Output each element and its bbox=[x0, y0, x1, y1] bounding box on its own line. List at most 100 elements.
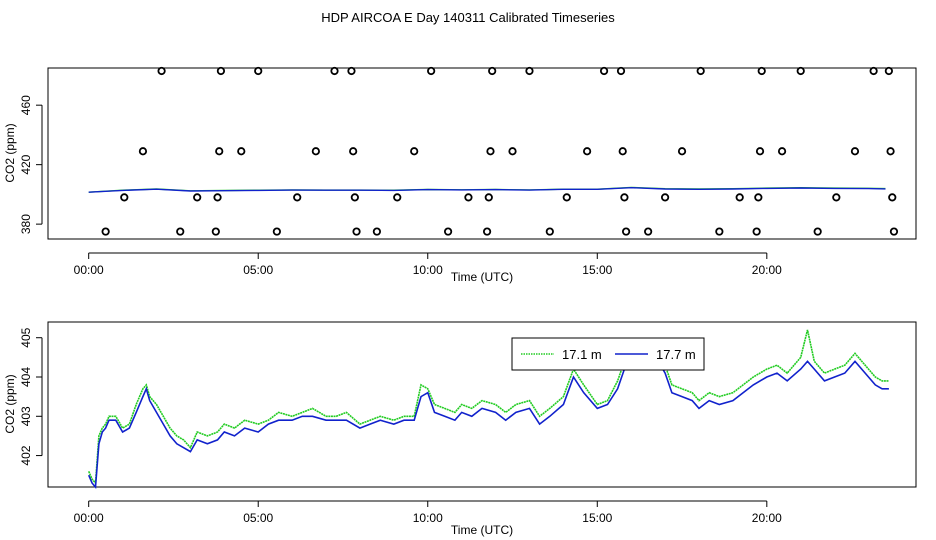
top-marker bbox=[618, 147, 627, 156]
top-y-tick-label: 460 bbox=[19, 95, 33, 115]
top-marker bbox=[484, 193, 493, 202]
top-marker bbox=[757, 66, 766, 76]
bottom-y-tick-label: 404 bbox=[19, 367, 33, 387]
top-marker bbox=[832, 193, 841, 202]
top-marker bbox=[347, 66, 356, 76]
top-panel: 00:00 05:00 10:00 15:00 20:00 380 420 460 Time… bbox=[3, 66, 917, 284]
top-marker bbox=[755, 147, 765, 156]
figure-title: HDP AIRCOA E Day 140311 Calibrated Times… bbox=[321, 10, 615, 25]
top-marker bbox=[677, 147, 687, 156]
legend-label-17-1: 17.1 m bbox=[562, 347, 602, 362]
top-marker bbox=[796, 66, 805, 76]
top-marker bbox=[211, 227, 220, 236]
top-series-1-line bbox=[88, 186, 886, 193]
top-marker bbox=[488, 66, 497, 76]
top-marker bbox=[482, 227, 492, 236]
top-marker bbox=[101, 227, 110, 236]
top-marker bbox=[735, 193, 744, 202]
bottom-y-axis: 402 403 404 405 bbox=[19, 327, 43, 466]
top-marker bbox=[777, 147, 787, 156]
bottom-y-tick-label: 405 bbox=[19, 327, 33, 347]
top-marker bbox=[237, 147, 246, 156]
bottom-series-0-line bbox=[87, 329, 889, 486]
bottom-x-tick-label: 20:00 bbox=[752, 511, 782, 525]
top-marker bbox=[120, 193, 129, 202]
top-y-tick-label: 420 bbox=[19, 154, 33, 174]
top-marker bbox=[622, 227, 631, 236]
top-markers-group bbox=[101, 66, 899, 236]
top-marker bbox=[886, 147, 895, 156]
top-y-tick-label: 380 bbox=[19, 214, 33, 234]
bottom-panel: 00:00 05:00 10:00 15:00 20:00 402 403 404 405 1… bbox=[3, 321, 917, 537]
top-x-tick-label: 00:00 bbox=[74, 263, 104, 277]
top-marker bbox=[213, 193, 222, 202]
top-marker bbox=[272, 227, 281, 236]
bottom-plot-frame bbox=[47, 321, 917, 488]
bottom-x-tick-label: 05:00 bbox=[243, 511, 273, 525]
top-marker bbox=[696, 66, 705, 76]
bottom-series-group bbox=[87, 329, 889, 489]
top-marker bbox=[869, 66, 878, 76]
top-marker bbox=[888, 193, 897, 202]
top-marker bbox=[752, 227, 761, 236]
legend: 17.1 m 17.7 m bbox=[511, 337, 705, 371]
top-marker bbox=[644, 227, 653, 236]
top-marker bbox=[464, 193, 473, 202]
bottom-x-axis: 00:00 05:00 10:00 15:00 20:00 bbox=[74, 500, 782, 525]
top-marker bbox=[616, 66, 626, 76]
top-marker bbox=[372, 227, 381, 236]
top-marker bbox=[620, 193, 629, 202]
top-marker bbox=[410, 147, 419, 156]
bottom-x-axis-label: Time (UTC) bbox=[451, 523, 513, 537]
bottom-y-tick-label: 402 bbox=[19, 445, 33, 465]
top-marker bbox=[583, 147, 592, 156]
top-marker bbox=[193, 193, 202, 202]
top-marker bbox=[545, 227, 554, 236]
top-x-tick-label: 05:00 bbox=[243, 263, 273, 277]
top-marker bbox=[813, 227, 822, 236]
top-marker bbox=[562, 193, 571, 202]
top-x-tick-label: 15:00 bbox=[582, 263, 612, 277]
top-marker bbox=[138, 147, 148, 156]
top-marker bbox=[525, 66, 534, 76]
top-y-axis-label: CO2 (ppm) bbox=[3, 123, 17, 182]
bottom-y-axis-label: CO2 (ppm) bbox=[3, 374, 17, 433]
top-x-tick-label: 20:00 bbox=[752, 263, 782, 277]
top-marker bbox=[350, 193, 359, 202]
top-marker bbox=[754, 193, 763, 202]
top-x-tick-label: 10:00 bbox=[413, 263, 443, 277]
bottom-series-1-line bbox=[87, 344, 889, 489]
top-marker bbox=[715, 227, 724, 236]
top-marker bbox=[157, 66, 166, 76]
top-marker bbox=[254, 66, 263, 76]
bottom-y-tick-label: 403 bbox=[19, 406, 33, 426]
top-marker bbox=[352, 227, 361, 236]
top-marker bbox=[486, 147, 495, 156]
top-y-axis: 380 420 460 bbox=[19, 95, 43, 234]
bottom-x-tick-label: 15:00 bbox=[582, 511, 612, 525]
top-marker bbox=[889, 227, 899, 236]
top-marker bbox=[176, 227, 185, 236]
top-marker bbox=[215, 147, 224, 156]
top-marker bbox=[311, 147, 320, 156]
top-marker bbox=[884, 66, 893, 76]
top-series-group bbox=[88, 186, 886, 193]
legend-label-17-7: 17.7 m bbox=[656, 347, 696, 362]
top-x-axis: 00:00 05:00 10:00 15:00 20:00 bbox=[74, 252, 782, 277]
bottom-x-tick-label: 00:00 bbox=[74, 511, 104, 525]
top-marker bbox=[427, 66, 436, 76]
top-marker bbox=[850, 147, 860, 156]
top-marker bbox=[660, 193, 670, 202]
top-marker bbox=[216, 66, 226, 76]
top-plot-frame bbox=[47, 67, 917, 240]
top-marker bbox=[393, 193, 402, 202]
top-marker bbox=[330, 66, 339, 76]
bottom-x-tick-label: 10:00 bbox=[413, 511, 443, 525]
top-x-axis-label: Time (UTC) bbox=[451, 270, 513, 284]
top-marker bbox=[443, 227, 453, 236]
top-marker bbox=[349, 147, 358, 156]
top-marker bbox=[599, 66, 609, 76]
top-marker bbox=[293, 193, 302, 202]
top-marker bbox=[508, 147, 517, 156]
